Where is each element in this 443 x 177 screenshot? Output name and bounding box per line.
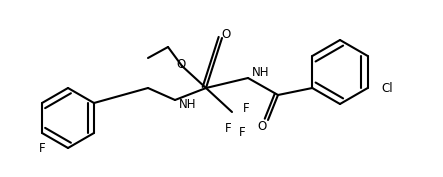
Text: F: F <box>239 125 245 138</box>
Text: O: O <box>222 27 231 41</box>
Text: NH: NH <box>252 65 269 79</box>
Text: F: F <box>39 141 45 155</box>
Text: O: O <box>177 58 186 70</box>
Text: O: O <box>257 119 267 133</box>
Text: NH: NH <box>179 98 197 110</box>
Text: Cl: Cl <box>382 81 393 95</box>
Text: F: F <box>225 121 231 135</box>
Text: F: F <box>243 101 249 115</box>
